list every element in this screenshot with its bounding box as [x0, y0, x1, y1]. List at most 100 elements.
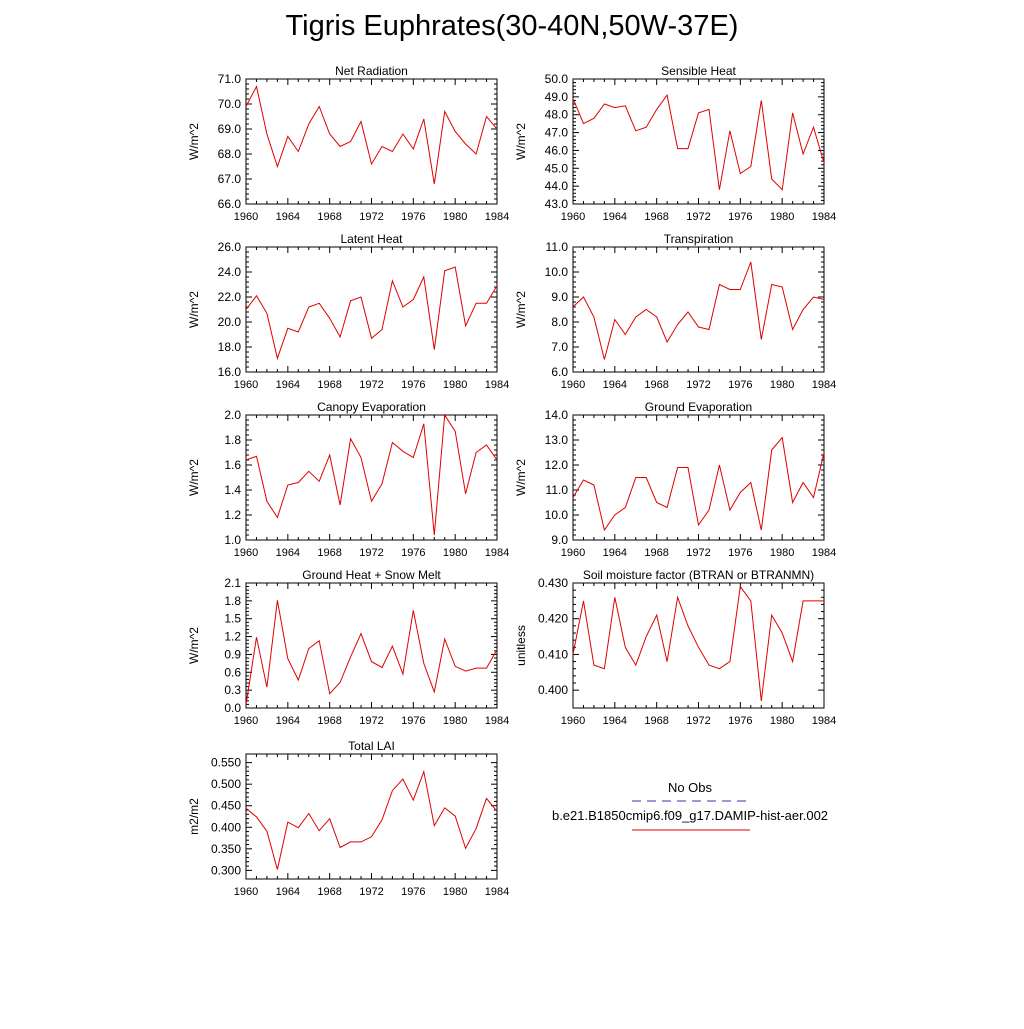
y-tick-label: 0.430: [538, 576, 568, 590]
y-tick-label: 0.450: [211, 799, 241, 813]
legend-model-label: b.e21.B1850cmip6.f09_g17.DAMIP-hist-aer.…: [552, 808, 828, 823]
panel-7: Ground Heat + Snow Melt W/m^2 1960 1964 1968…: [187, 568, 509, 727]
x-tick-label: 1964: [276, 715, 300, 727]
x-tick-label: 1976: [728, 379, 752, 391]
x-tick-label: 1976: [401, 715, 425, 727]
x-tick-label: 1960: [234, 379, 258, 391]
y-tick-label: 46.0: [545, 143, 569, 157]
x-tick-label: 1964: [603, 547, 627, 559]
panel-3: Latent Heat W/m^2 1960 1964 1968 1972 1976 1980…: [187, 232, 509, 391]
x-tick-label: 1984: [485, 379, 509, 391]
y-tick-label: 0.550: [211, 756, 241, 770]
x-tick-label: 1980: [443, 715, 467, 727]
x-tick-label: 1980: [443, 211, 467, 223]
y-tick-label: 0.6: [224, 665, 241, 679]
x-tick-label: 1972: [359, 715, 383, 727]
y-axis-label: W/m^2: [514, 123, 528, 160]
x-tick-label: 1980: [443, 379, 467, 391]
x-tick-label: 1960: [234, 886, 258, 898]
y-tick-label: 2.0: [224, 408, 241, 422]
y-tick-label: 0.9: [224, 647, 241, 661]
x-tick-label: 1960: [561, 547, 585, 559]
x-tick-label: 1972: [686, 715, 710, 727]
series-line-model: [245, 600, 498, 706]
series-line-model: [572, 585, 824, 701]
y-tick-label: 13.0: [545, 433, 569, 447]
panel-title: Ground Heat + Snow Melt: [302, 568, 441, 582]
y-tick-label: 2.1: [224, 576, 241, 590]
x-tick-label: 1980: [770, 547, 794, 559]
y-tick-label: 1.5: [224, 612, 241, 626]
plot-frame: [245, 753, 498, 880]
panel-4: Transpiration W/m^2 1960 1964 1968 1972 1976 19…: [514, 232, 836, 391]
panel-8: Soil moisture factor (BTRAN or BTRANMN) u…: [514, 568, 836, 727]
y-tick-label: 0.350: [211, 842, 241, 856]
panel-title: Transpiration: [664, 232, 734, 246]
legend-obs-label: No Obs: [668, 780, 713, 795]
y-tick-label: 45.0: [545, 161, 569, 175]
x-tick-label: 1964: [603, 211, 627, 223]
x-tick-label: 1984: [485, 886, 509, 898]
x-tick-label: 1976: [728, 547, 752, 559]
y-axis-label: W/m^2: [187, 459, 201, 496]
x-tick-label: 1972: [359, 379, 383, 391]
y-tick-label: 71.0: [218, 72, 242, 86]
x-tick-label: 1972: [359, 886, 383, 898]
y-tick-label: 1.4: [224, 483, 241, 497]
x-tick-label: 1984: [485, 211, 509, 223]
y-tick-label: 70.0: [218, 97, 242, 111]
x-tick-label: 1980: [770, 211, 794, 223]
panel-title: Total LAI: [348, 739, 395, 753]
y-tick-label: 66.0: [218, 197, 242, 211]
y-tick-label: 0.420: [538, 612, 568, 626]
x-tick-label: 1984: [812, 379, 836, 391]
legend: No Obs b.e21.B1850cmip6.f09_g17.DAMIP-his…: [552, 780, 828, 831]
y-tick-label: 49.0: [545, 90, 569, 104]
y-tick-label: 0.400: [211, 820, 241, 834]
y-tick-label: 11.0: [546, 483, 569, 497]
x-tick-label: 1968: [317, 886, 341, 898]
y-tick-label: 1.6: [224, 458, 241, 472]
x-tick-label: 1960: [561, 379, 585, 391]
y-axis-label: W/m^2: [514, 459, 528, 496]
x-tick-label: 1968: [644, 547, 668, 559]
y-tick-label: 14.0: [545, 408, 569, 422]
x-tick-label: 1972: [686, 547, 710, 559]
x-tick-label: 1960: [561, 211, 585, 223]
y-tick-label: 26.0: [218, 240, 242, 254]
panel-title: Net Radiation: [335, 64, 408, 78]
y-tick-label: 24.0: [218, 265, 242, 279]
x-tick-label: 1968: [644, 715, 668, 727]
y-axis-label: W/m^2: [187, 291, 201, 328]
y-tick-label: 1.8: [224, 594, 241, 608]
y-tick-label: 12.0: [545, 458, 569, 472]
panel-title: Ground Evaporation: [645, 400, 752, 414]
panel-6: Ground Evaporation W/m^2 1960 1964 1968 1972 1…: [514, 400, 836, 559]
x-tick-label: 1964: [603, 715, 627, 727]
panel-title: Latent Heat: [340, 232, 403, 246]
y-tick-label: 1.2: [224, 630, 241, 644]
panel-1: Net Radiation W/m^2 1960 1964 1968 1972 1976 19…: [187, 64, 509, 223]
y-axis-label: unitless: [514, 625, 528, 666]
x-tick-label: 1976: [728, 715, 752, 727]
x-tick-label: 1984: [812, 547, 836, 559]
y-tick-label: 69.0: [218, 122, 242, 136]
x-tick-label: 1976: [728, 211, 752, 223]
x-tick-label: 1984: [485, 715, 509, 727]
x-tick-label: 1968: [644, 211, 668, 223]
y-tick-label: 0.300: [211, 863, 241, 877]
series-line-model: [572, 93, 825, 191]
y-tick-label: 8.0: [551, 315, 568, 329]
panel-title: Soil moisture factor (BTRAN or BTRANMN): [583, 568, 814, 582]
plot-frame: [572, 78, 825, 205]
y-tick-label: 68.0: [218, 147, 242, 161]
y-tick-label: 9.0: [551, 533, 568, 547]
y-tick-label: 0.3: [224, 683, 241, 697]
y-tick-label: 47.0: [545, 126, 569, 140]
y-tick-label: 18.0: [218, 340, 242, 354]
panel-5: Canopy Evaporation W/m^2 1960 1964 1968 1972 1…: [187, 400, 509, 559]
x-tick-label: 1984: [812, 715, 836, 727]
x-tick-label: 1984: [812, 211, 836, 223]
